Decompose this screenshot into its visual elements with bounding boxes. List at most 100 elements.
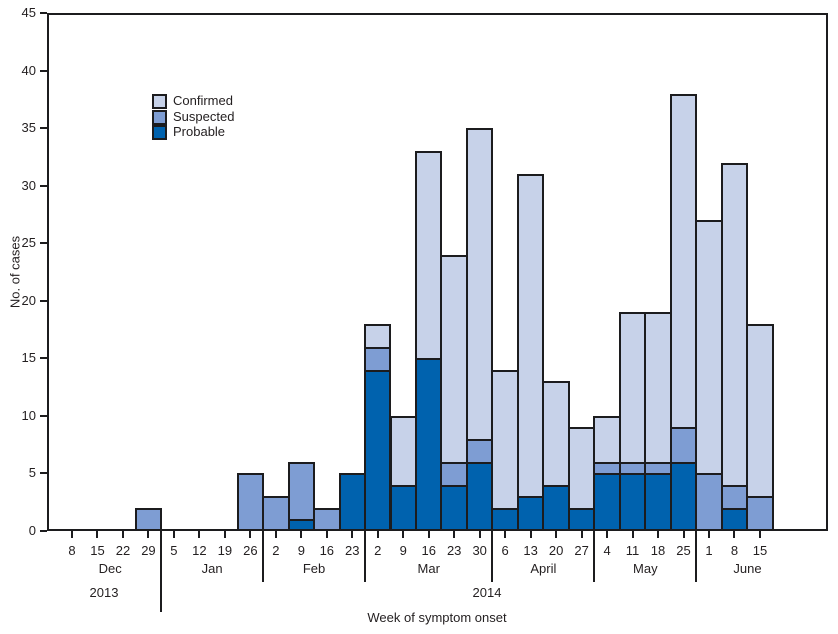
month-label: Dec — [98, 561, 122, 576]
x-axis-tick — [657, 531, 660, 538]
month-label: Feb — [302, 561, 326, 576]
bar-segment-suspected — [593, 461, 621, 474]
x-axis-tick — [580, 531, 583, 538]
x-tick-label: 4 — [603, 543, 611, 558]
y-axis-tick — [40, 530, 47, 532]
bar-segment-probable — [287, 519, 316, 531]
y-tick-label: 0 — [28, 523, 36, 538]
bar-segment-suspected — [720, 484, 749, 508]
y-tick-label: 10 — [21, 407, 36, 423]
x-axis-tick — [274, 531, 277, 538]
y-axis-tick — [40, 357, 47, 360]
month-separator — [491, 531, 494, 582]
bar-segment-confirmed — [542, 381, 570, 485]
bar-segment-probable — [465, 461, 494, 531]
bar-segment-suspected — [364, 346, 392, 370]
y-axis-tick — [40, 69, 47, 72]
x-axis-tick — [402, 531, 405, 538]
bar-segment-probable — [338, 473, 366, 531]
bar-segment-suspected — [746, 496, 774, 531]
bar-segment-confirmed — [669, 93, 698, 428]
bar-segment-suspected — [440, 461, 468, 485]
bar-segment-probable — [593, 473, 621, 531]
y-axis-tick — [40, 242, 47, 245]
month-label: May — [633, 561, 658, 576]
bar-segment-confirmed — [389, 415, 417, 485]
x-axis-tick — [172, 531, 175, 538]
x-tick-label: 23 — [345, 543, 360, 558]
x-tick-label: 16 — [319, 543, 335, 558]
bar-segment-probable — [720, 507, 749, 531]
legend-row-probable: Probable — [152, 124, 252, 140]
y-tick-label: 30 — [21, 177, 36, 193]
y-tick-label: 40 — [21, 62, 36, 78]
x-tick-label: 2 — [374, 543, 382, 558]
month-label: April — [530, 561, 557, 576]
x-axis-tick — [733, 531, 736, 538]
x-tick-label: 25 — [676, 543, 691, 558]
month-separator — [262, 531, 265, 582]
x-tick-label: 15 — [752, 543, 768, 558]
x-axis-tick — [121, 531, 124, 538]
bar-segment-suspected — [134, 507, 163, 531]
legend-label: Suspected — [173, 108, 235, 124]
bar-segment-confirmed — [491, 369, 519, 508]
x-tick-label: 29 — [141, 543, 156, 558]
bar-segment-probable — [516, 496, 545, 531]
bar-segment-probable — [440, 484, 468, 531]
bar-segment-suspected — [618, 461, 647, 474]
x-axis-tick — [758, 531, 761, 538]
x-tick-label: 9 — [297, 543, 305, 558]
x-axis-tick — [351, 531, 354, 538]
x-tick-label: 18 — [650, 543, 666, 558]
bar-segment-probable — [389, 484, 417, 531]
x-tick-label: 22 — [115, 543, 131, 558]
legend-row-suspected: Suspected — [152, 108, 252, 125]
x-axis-title: Week of symptom onset — [367, 610, 507, 625]
x-axis-tick — [147, 531, 150, 538]
year-label-2013: 2013 — [89, 585, 119, 600]
bar-segment-probable — [567, 507, 596, 531]
legend-swatch-suspected — [152, 109, 167, 125]
x-axis-tick — [682, 531, 685, 538]
bar-segment-confirmed — [695, 220, 723, 474]
bar-segment-probable — [491, 507, 519, 531]
x-tick-label: 9 — [399, 543, 407, 558]
legend-label: Confirmed — [173, 93, 233, 108]
y-tick-label: 45 — [21, 5, 36, 20]
x-tick-label: 23 — [446, 543, 462, 558]
x-axis-tick — [376, 531, 379, 538]
bar-segment-confirmed — [364, 323, 392, 347]
bar-segment-suspected — [262, 496, 290, 531]
x-tick-label: 6 — [501, 543, 509, 558]
x-axis-tick — [708, 531, 710, 538]
legend-swatch-confirmed — [152, 94, 167, 109]
y-tick-label: 35 — [21, 120, 36, 136]
bar-segment-suspected — [465, 438, 494, 462]
y-axis-tick — [40, 184, 47, 187]
legend-row-confirmed: Confirmed — [152, 93, 252, 109]
bar-segment-confirmed — [593, 415, 621, 462]
bar-segment-probable — [669, 461, 698, 531]
month-label: Mar — [417, 561, 440, 576]
x-tick-label: 8 — [68, 543, 76, 558]
bar-segment-confirmed — [414, 151, 443, 359]
x-tick-label: 1 — [705, 543, 713, 558]
bar-segment-confirmed — [644, 312, 672, 462]
x-axis-tick — [96, 531, 99, 538]
bar-segment-probable — [618, 473, 647, 531]
bar-segment-confirmed — [516, 174, 545, 497]
x-tick-label: 30 — [472, 543, 487, 558]
bar-segment-confirmed — [465, 128, 494, 439]
bar-segment-suspected — [644, 461, 672, 474]
legend-label: Probable — [173, 124, 226, 139]
month-separator — [593, 531, 596, 582]
x-tick-label: 27 — [574, 543, 589, 558]
x-tick-label: 16 — [421, 543, 436, 558]
x-axis-tick — [325, 531, 328, 538]
x-tick-label: 15 — [90, 543, 105, 558]
legend-swatch-probable — [152, 125, 167, 140]
y-axis-tick — [40, 472, 47, 475]
bar-segment-suspected — [669, 427, 698, 462]
